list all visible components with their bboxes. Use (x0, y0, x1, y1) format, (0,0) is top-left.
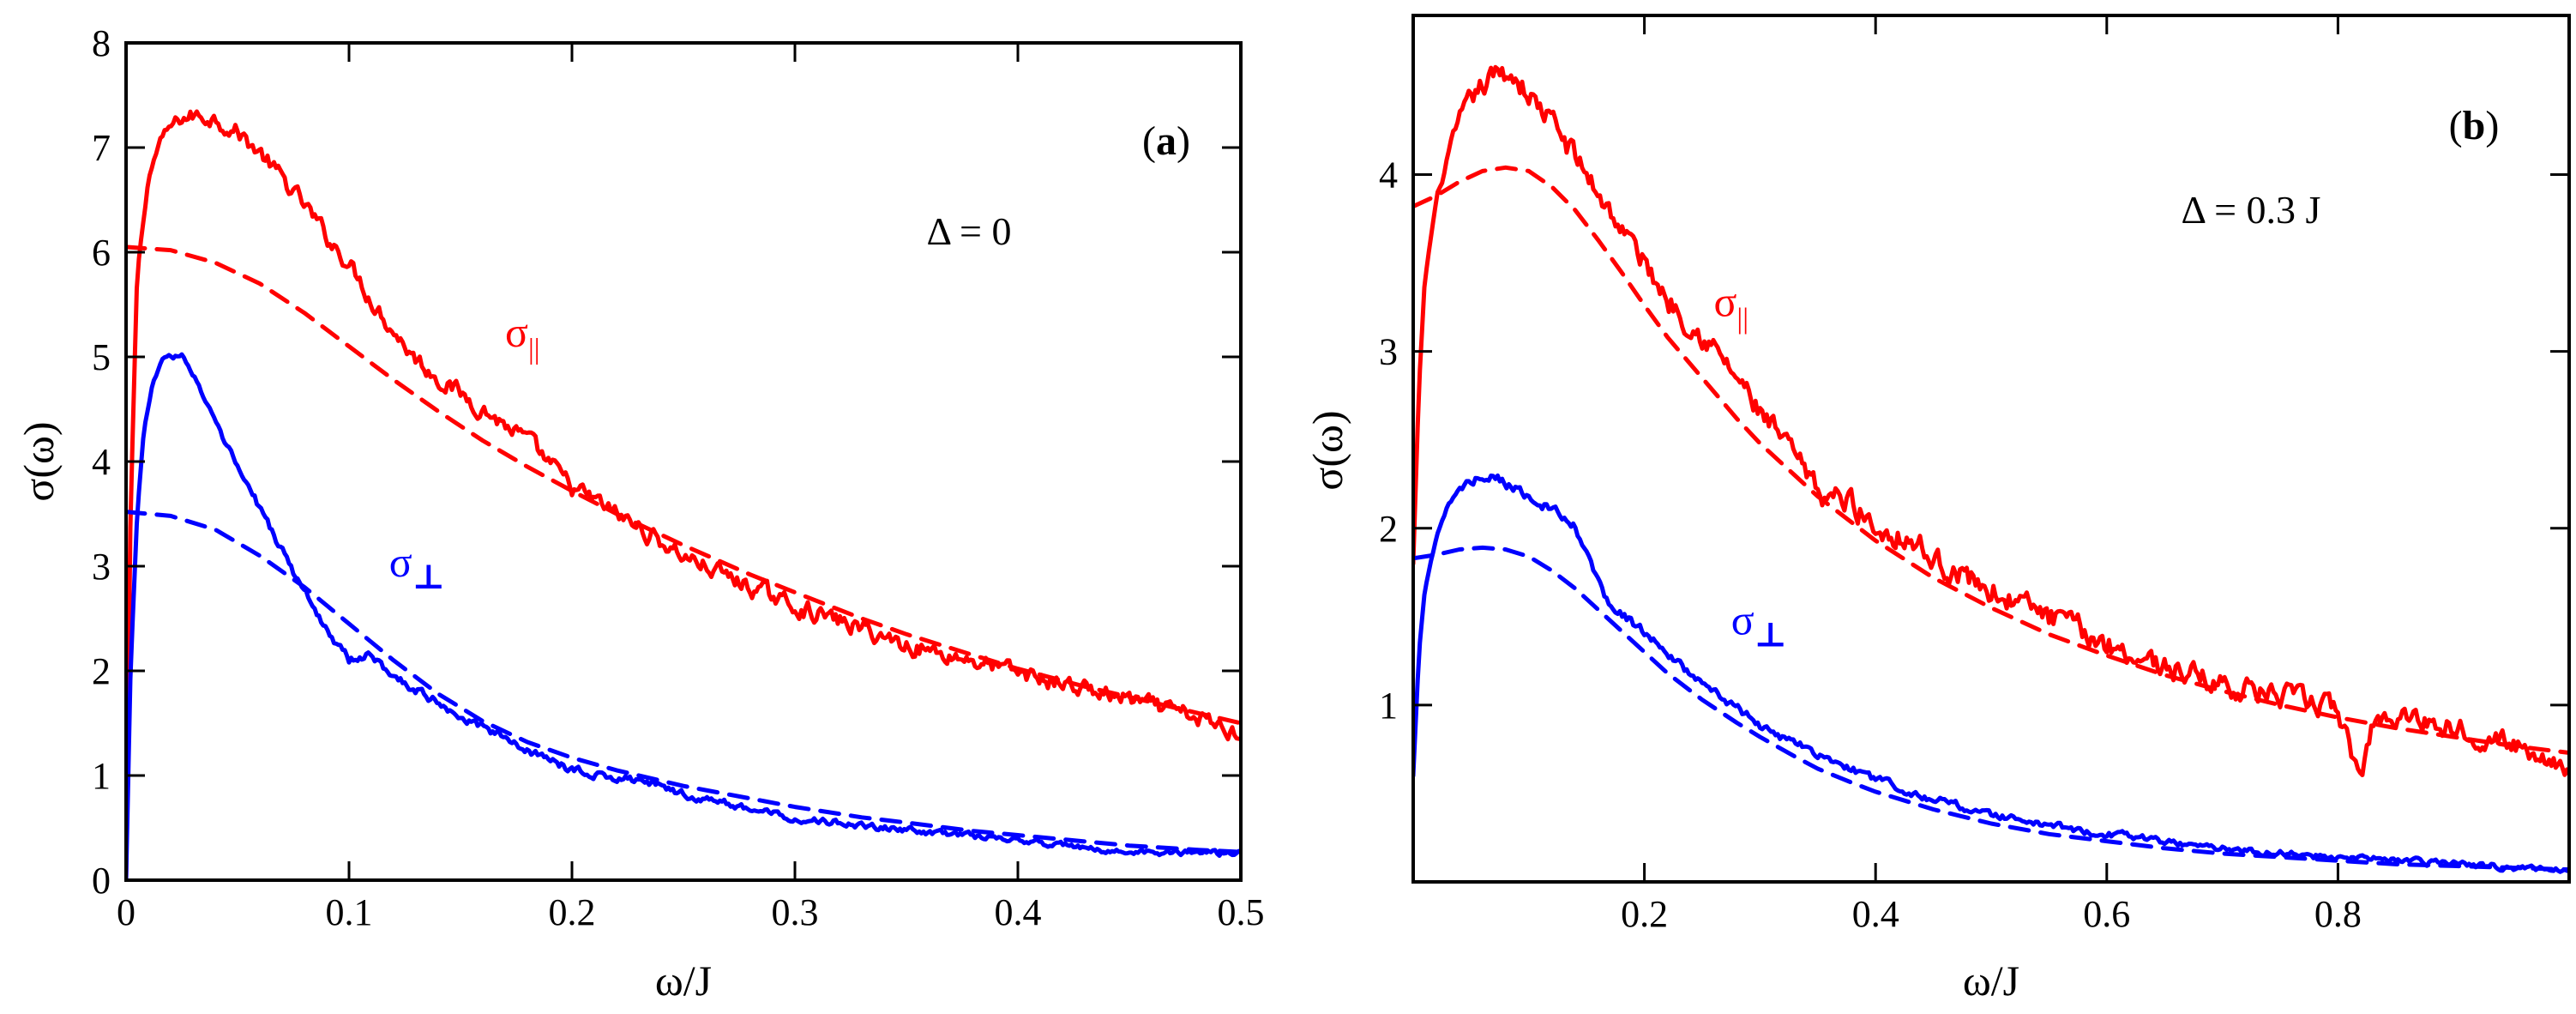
panel-a-frame (124, 41, 1243, 882)
panel-a-xtick-label: 0 (117, 891, 135, 933)
panel-a-series-label-1: σ⊥ (389, 538, 445, 596)
panel-a-series-label-0: σ|| (505, 308, 540, 365)
panel-b-label-close: ) (2485, 103, 2499, 148)
series-label-symbol: σ (389, 538, 412, 586)
panel-a-series (126, 109, 1241, 880)
panel-b-series-labels: σ||σ⊥ (1713, 277, 1787, 654)
panel-a-ytick-label: 5 (92, 336, 111, 378)
panel-b-plot (1413, 64, 2569, 874)
panel-a-ytick-label: 6 (92, 232, 111, 274)
panel-b-xtick-label: 0.4 (1852, 893, 1899, 935)
panel-a-series-1 (126, 244, 1241, 726)
panel-a-annotation: Δ = 0 (927, 209, 1012, 253)
panel-b-series-3 (1413, 545, 2569, 872)
panel-a-series-0 (126, 109, 1241, 880)
series-label-subscript: || (528, 334, 540, 365)
panel-a-ticks: 0 0.1 0.2 0.3 0.4 0.5 0 1 2 3 4 5 6 7 8 (92, 22, 1265, 933)
panel-b-label-letter: b (2463, 103, 2486, 148)
panel-a-xtick-label: 0.5 (1218, 891, 1265, 933)
panel-b-xtick-label: 0.2 (1621, 893, 1668, 935)
panel-b-annotation: Δ = 0.3 J (2182, 188, 2321, 232)
panel-a-ytick-label: 3 (92, 546, 111, 588)
panel-b-xlabel: ω/J (1963, 957, 2019, 1005)
panel-b-frame (1411, 14, 2571, 884)
panel-a-plot (126, 109, 1241, 880)
panel-b-label-open: ( (2449, 103, 2463, 148)
panel-b-series-2 (1413, 473, 2569, 874)
panel-a-series-2 (126, 352, 1241, 880)
series-label-symbol: σ (505, 308, 528, 356)
panel-a-xtick-label: 0.1 (326, 891, 373, 933)
panel-b-ytick-label: 3 (1379, 331, 1398, 373)
panel-a-label-open: ( (1142, 118, 1156, 164)
panel-a-ytick-label: 1 (92, 755, 111, 797)
panel-b-xtick-label: 0.6 (2083, 893, 2130, 935)
panel-a-xtick-label: 0.2 (549, 891, 596, 933)
panel-b-series-0 (1413, 64, 2569, 777)
panel-b-ylabel: σ(ω) (1303, 410, 1351, 490)
panel-a-ytick-label: 8 (92, 22, 111, 64)
series-label-symbol: σ (1731, 595, 1754, 643)
series-label-subscript: ⊥ (412, 558, 445, 596)
panel-a-label: (a) (1142, 118, 1190, 164)
panel-a-ytick-label: 2 (92, 650, 111, 692)
panel-b-ytick-label: 1 (1379, 685, 1398, 727)
panel-a-series-labels: σ||σ⊥ (389, 308, 540, 596)
panel-b-xtick-label: 0.8 (2314, 893, 2362, 935)
panel-b-ytick-label: 4 (1379, 154, 1398, 196)
panel-a-ytick-label: 4 (92, 441, 111, 483)
panel-b-series-label-1: σ⊥ (1731, 595, 1787, 654)
panel-b-label: (b) (2449, 103, 2500, 148)
panel-a-label-close: ) (1177, 118, 1190, 164)
series-label-symbol: σ (1713, 277, 1736, 325)
panel-b-series-label-0: σ|| (1713, 277, 1748, 335)
panel-b-ytick-label: 2 (1379, 508, 1398, 550)
series-label-subscript: || (1736, 303, 1748, 335)
panel-a-ytick-label: 0 (92, 860, 111, 902)
panel-a-xlabel: ω/J (655, 957, 712, 1005)
panel-b-ticks: 0.2 0.4 0.6 0.8 1 2 3 4 (1379, 15, 2569, 935)
panel-b-series (1413, 64, 2569, 874)
panel-a-label-letter: a (1156, 118, 1177, 164)
panel-a-xtick-label: 0.4 (995, 891, 1042, 933)
panel-a-xtick-label: 0.3 (772, 891, 819, 933)
series-label-subscript: ⊥ (1754, 615, 1787, 654)
panel-b-series-1 (1413, 165, 2569, 755)
panel-a-ylabel: σ(ω) (15, 421, 63, 501)
panel-a-ytick-label: 7 (92, 127, 111, 169)
panel-a-series-3 (126, 510, 1241, 854)
